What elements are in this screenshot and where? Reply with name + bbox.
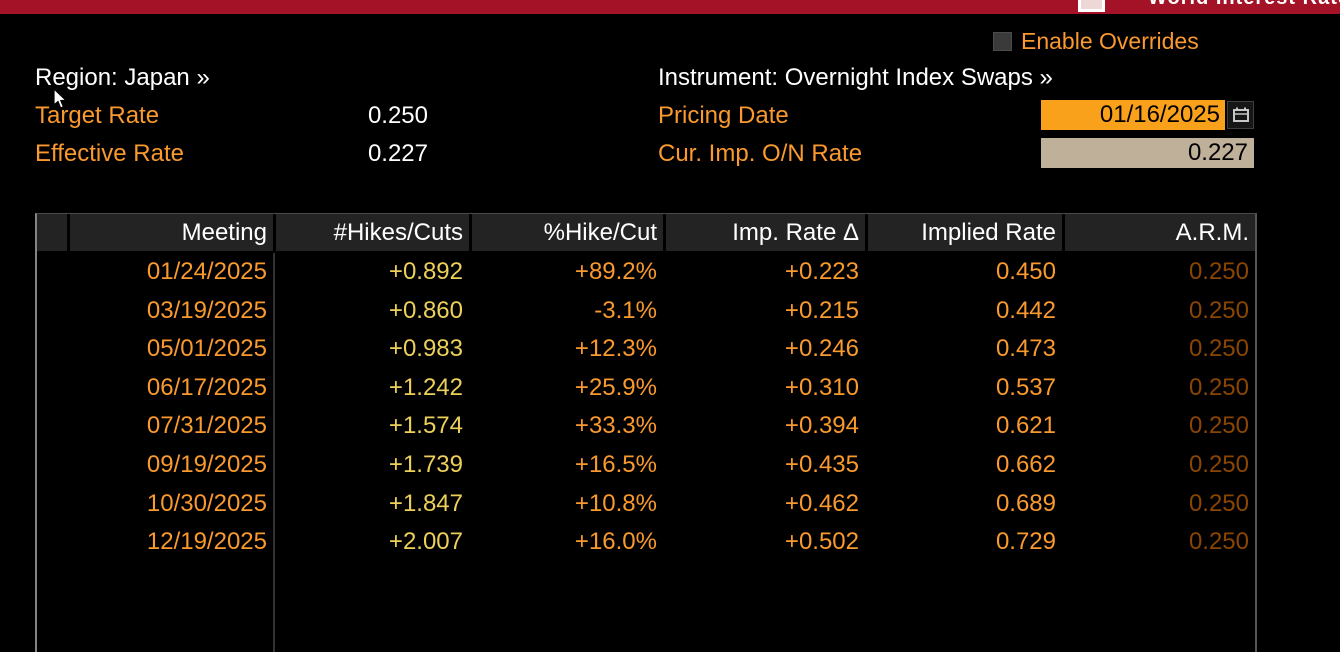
cell-imp-rate-delta: +0.394 <box>784 412 859 440</box>
instrument-selector[interactable]: Instrument: Overnight Index Swaps » <box>658 64 1053 91</box>
cell-pct-hike-cut: +12.3% <box>574 335 657 363</box>
window-title: World Interest Rate Prob <box>1148 0 1340 10</box>
header-blank <box>37 214 67 251</box>
cell-arm: 0.250 <box>1188 335 1249 363</box>
enable-overrides-label: Enable Overrides <box>1021 28 1199 54</box>
header-pct-hike-cut: %Hike/Cut <box>472 214 663 251</box>
cell-blank <box>37 330 67 369</box>
table-body: 01/24/2025 +0.892 +89.2% +0.223 0.450 0.… <box>37 253 1255 562</box>
cell-implied-rate: 0.621 <box>995 412 1056 440</box>
cell-blank <box>37 369 67 408</box>
cell-implied-rate: 0.442 <box>995 296 1056 324</box>
table-row[interactable]: 07/31/2025 +1.574 +33.3% +0.394 0.621 0.… <box>37 407 1255 446</box>
cell-hikes-cuts: +0.983 <box>388 335 463 363</box>
effective-rate-value: 0.227 <box>367 140 428 167</box>
header-hikes-cuts: #Hikes/Cuts <box>276 214 469 251</box>
cell-blank <box>37 253 67 292</box>
region-selector[interactable]: Region: Japan » <box>35 64 210 91</box>
cell-pct-hike-cut: +89.2% <box>574 258 657 285</box>
table-row[interactable]: 03/19/2025 +0.860 -3.1% +0.215 0.442 0.2… <box>37 292 1255 331</box>
cell-pct-hike-cut: +10.8% <box>574 489 657 517</box>
cell-arm: 0.250 <box>1188 412 1249 440</box>
cell-meeting: 12/19/2025 <box>146 528 267 556</box>
enable-overrides-checkbox[interactable] <box>993 32 1012 51</box>
cell-imp-rate-delta: +0.435 <box>784 450 859 478</box>
cell-implied-rate: 0.473 <box>995 335 1056 363</box>
cell-pct-hike-cut: +25.9% <box>574 373 657 401</box>
calendar-icon <box>1232 107 1249 122</box>
enable-overrides-control[interactable]: Enable Overrides <box>993 28 1199 54</box>
table-row[interactable]: 01/24/2025 +0.892 +89.2% +0.223 0.450 0.… <box>37 253 1255 292</box>
cell-pct-hike-cut: +33.3% <box>574 412 657 440</box>
cell-hikes-cuts: +0.892 <box>388 258 463 285</box>
table-row[interactable]: 09/19/2025 +1.739 +16.5% +0.435 0.662 0.… <box>37 446 1255 485</box>
cell-blank <box>37 446 67 485</box>
pricing-date-label: Pricing Date <box>658 102 789 129</box>
cell-meeting: 06/17/2025 <box>146 373 267 401</box>
table-row[interactable]: 06/17/2025 +1.242 +25.9% +0.310 0.537 0.… <box>37 369 1255 408</box>
cell-blank <box>37 523 67 562</box>
cell-hikes-cuts: +1.739 <box>388 450 463 478</box>
cell-arm: 0.250 <box>1188 258 1249 285</box>
header-arm: A.R.M. <box>1065 214 1255 251</box>
cell-imp-rate-delta: +0.246 <box>784 335 859 363</box>
table-row[interactable]: 12/19/2025 +2.007 +16.0% +0.502 0.729 0.… <box>37 523 1255 562</box>
header-imp-rate-delta: Imp. Rate Δ <box>666 214 865 251</box>
cell-pct-hike-cut: +16.5% <box>574 450 657 478</box>
target-rate-value: 0.250 <box>367 102 428 129</box>
rates-table: Meeting #Hikes/Cuts %Hike/Cut Imp. Rate … <box>35 213 1257 652</box>
cell-implied-rate: 0.729 <box>995 528 1056 556</box>
cell-implied-rate: 0.450 <box>995 258 1056 285</box>
cur-imp-on-rate-label: Cur. Imp. O/N Rate <box>658 140 863 167</box>
table-row[interactable]: 05/01/2025 +0.983 +12.3% +0.246 0.473 0.… <box>37 330 1255 369</box>
cell-meeting: 09/19/2025 <box>146 450 267 478</box>
title-bar: World Interest Rate Prob <box>0 0 1340 14</box>
cur-imp-on-rate-input[interactable]: 0.227 <box>1041 138 1254 168</box>
cell-meeting: 10/30/2025 <box>146 489 267 517</box>
cell-meeting: 07/31/2025 <box>146 412 267 440</box>
window-icon <box>1078 0 1105 12</box>
cell-hikes-cuts: +1.847 <box>388 489 463 517</box>
cell-imp-rate-delta: +0.310 <box>784 373 859 401</box>
cell-arm: 0.250 <box>1188 296 1249 324</box>
cell-hikes-cuts: +2.007 <box>388 528 463 556</box>
cell-blank <box>37 292 67 331</box>
cell-pct-hike-cut: -3.1% <box>594 296 657 324</box>
cell-blank <box>37 485 67 524</box>
pricing-date-input[interactable]: 01/16/2025 <box>1041 100 1225 130</box>
cell-blank <box>37 407 67 446</box>
cell-implied-rate: 0.689 <box>995 489 1056 517</box>
cell-arm: 0.250 <box>1188 528 1249 556</box>
cell-imp-rate-delta: +0.462 <box>784 489 859 517</box>
effective-rate-label: Effective Rate <box>35 140 184 167</box>
table-header-row: Meeting #Hikes/Cuts %Hike/Cut Imp. Rate … <box>37 214 1255 251</box>
column-separator <box>273 253 275 652</box>
cell-implied-rate: 0.537 <box>995 373 1056 401</box>
table-row[interactable]: 10/30/2025 +1.847 +10.8% +0.462 0.689 0.… <box>37 485 1255 524</box>
cell-arm: 0.250 <box>1188 489 1249 517</box>
calendar-button[interactable] <box>1227 101 1254 129</box>
cell-imp-rate-delta: +0.223 <box>784 258 859 285</box>
cell-meeting: 01/24/2025 <box>146 258 267 285</box>
cell-arm: 0.250 <box>1188 373 1249 401</box>
header-meeting: Meeting <box>70 214 273 251</box>
cell-hikes-cuts: +1.574 <box>388 412 463 440</box>
cell-meeting: 03/19/2025 <box>146 296 267 324</box>
header-implied-rate: Implied Rate <box>868 214 1062 251</box>
cell-arm: 0.250 <box>1188 450 1249 478</box>
cell-imp-rate-delta: +0.215 <box>784 296 859 324</box>
target-rate-label: Target Rate <box>35 102 160 129</box>
cell-implied-rate: 0.662 <box>995 450 1056 478</box>
cell-meeting: 05/01/2025 <box>146 335 267 363</box>
cell-imp-rate-delta: +0.502 <box>784 528 859 556</box>
cell-hikes-cuts: +0.860 <box>388 296 463 324</box>
cell-pct-hike-cut: +16.0% <box>574 528 657 556</box>
cell-hikes-cuts: +1.242 <box>388 373 463 401</box>
